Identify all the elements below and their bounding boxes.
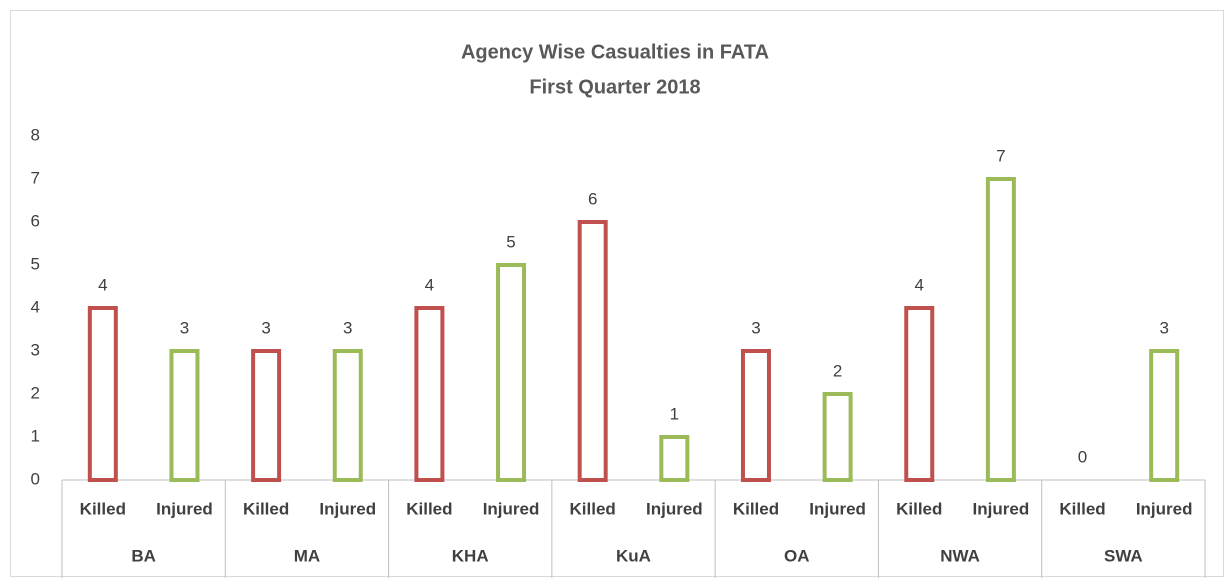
x-tick-label: Injured (319, 499, 376, 518)
y-tick-label: 0 (31, 469, 40, 488)
data-label: 3 (751, 318, 760, 337)
y-tick-label: 7 (31, 168, 40, 187)
data-label: 7 (996, 146, 1005, 165)
x-group-label: MA (294, 546, 320, 565)
data-label: 6 (588, 189, 597, 208)
chart-title: Agency Wise Casualties in FATA (461, 41, 769, 63)
bar (251, 349, 282, 482)
y-tick-label: 1 (31, 426, 40, 445)
data-label: 3 (343, 318, 352, 337)
bar (1149, 349, 1180, 482)
y-tick-label: 6 (31, 211, 40, 230)
data-label: 4 (425, 275, 434, 294)
data-label: 4 (98, 275, 107, 294)
x-tick-label: Killed (406, 499, 452, 518)
data-label: 3 (261, 318, 270, 337)
bar (985, 177, 1016, 482)
x-tick-label: Killed (1059, 499, 1105, 518)
x-group-label: SWA (1104, 546, 1143, 565)
data-label: 3 (1159, 318, 1168, 337)
y-tick-label: 3 (31, 340, 40, 359)
x-tick-label: Killed (243, 499, 289, 518)
x-tick-label: Injured (809, 499, 866, 518)
data-label: 1 (670, 404, 679, 423)
x-tick-label: Injured (1136, 499, 1193, 518)
x-group-label: KuA (616, 546, 651, 565)
bar (87, 306, 118, 482)
data-label: 4 (915, 275, 924, 294)
bar (740, 349, 771, 482)
x-tick-label: Killed (896, 499, 942, 518)
data-label: 2 (833, 361, 842, 380)
x-group-label: KHA (452, 546, 489, 565)
bar (169, 349, 200, 482)
x-tick-label: Injured (483, 499, 540, 518)
x-tick-label: Killed (570, 499, 616, 518)
bar (577, 220, 608, 482)
data-label: 5 (506, 232, 515, 251)
data-label: 0 (1078, 447, 1087, 466)
x-group-label: OA (784, 546, 810, 565)
bar (904, 306, 935, 482)
data-label: 3 (180, 318, 189, 337)
x-group-label: BA (131, 546, 156, 565)
x-tick-label: Killed (733, 499, 779, 518)
chart-subtitle: First Quarter 2018 (529, 76, 700, 98)
y-tick-label: 4 (31, 297, 40, 316)
y-tick-label: 8 (31, 125, 40, 144)
chart-frame (10, 10, 1224, 577)
bar (659, 435, 690, 482)
x-group-label: NWA (940, 546, 980, 565)
x-tick-label: Injured (973, 499, 1030, 518)
bar (414, 306, 445, 482)
x-tick-label: Injured (646, 499, 703, 518)
y-tick-label: 2 (31, 383, 40, 402)
bar (822, 392, 853, 482)
x-tick-label: Killed (80, 499, 126, 518)
x-tick-label: Injured (156, 499, 213, 518)
bar (496, 263, 527, 482)
y-tick-label: 5 (31, 254, 40, 273)
bar (332, 349, 363, 482)
